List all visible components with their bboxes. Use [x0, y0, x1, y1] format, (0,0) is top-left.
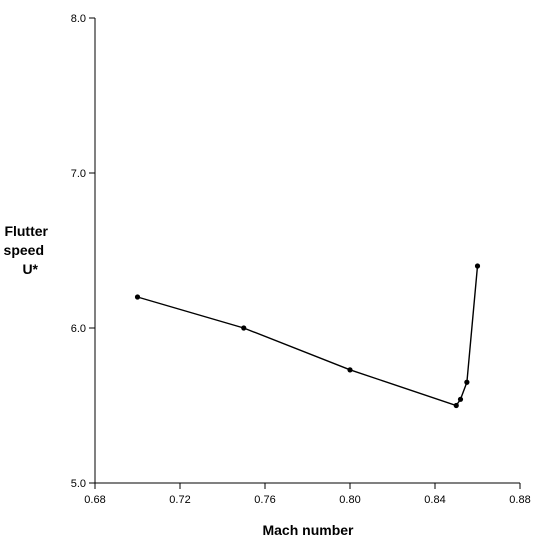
plot-area: [134, 263, 481, 409]
data-point: [474, 263, 481, 269]
y-tick-label: 5.0: [71, 478, 86, 490]
data-point: [347, 367, 353, 373]
y-axis-title: Flutter speed U*: [4, 223, 49, 277]
y-tick-label: 6.0: [71, 323, 86, 335]
x-tick-label: 0.88: [509, 494, 530, 506]
x-tick-label: 0.76: [254, 494, 275, 506]
data-point: [134, 294, 141, 300]
data-point: [453, 402, 459, 409]
y-tick-label: 7.0: [71, 168, 86, 180]
data-point: [457, 396, 464, 402]
x-axis-title: Mach number: [262, 522, 354, 538]
data-point: [464, 379, 470, 385]
y-tick-label: 8.0: [71, 13, 86, 25]
x-tick-label: 0.72: [169, 494, 190, 506]
y-axis-title-line-3: U*: [22, 261, 38, 277]
y-axis-title-line-1: Flutter: [4, 223, 48, 239]
y-axis-title-line-2: speed: [4, 242, 44, 258]
x-tick-label: 0.68: [84, 494, 105, 506]
axes: 5.0 6.0 7.0 8.0 0.68 0.72 0.76 0.80 0.84 0.88: [71, 13, 531, 506]
x-tick-label: 0.80: [339, 494, 360, 506]
series-line: [137, 265, 479, 407]
x-tick-label: 0.84: [424, 494, 445, 506]
data-point: [241, 325, 247, 331]
